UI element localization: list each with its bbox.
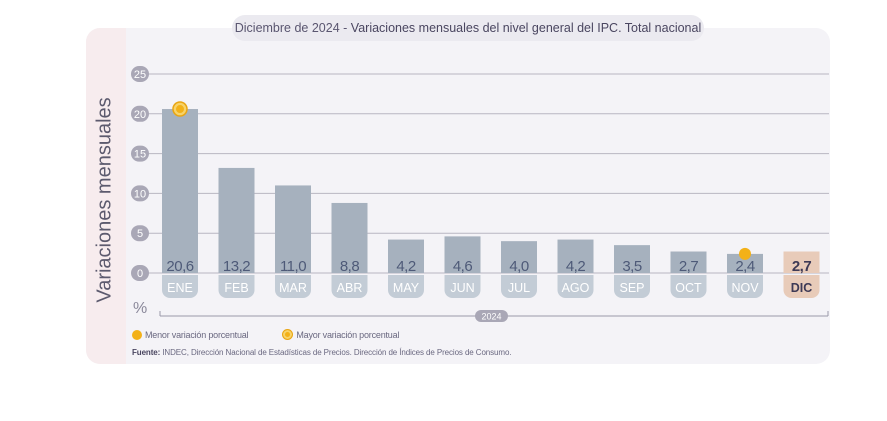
x-tick-pill <box>331 275 368 298</box>
x-tick-label-may: MAY <box>393 281 420 295</box>
y-tick-label: 10 <box>134 188 146 200</box>
y-tick-pill <box>131 105 149 122</box>
year-axis: 2024 <box>159 310 829 322</box>
chart-card <box>86 28 830 364</box>
value-label-nov: 2,4 <box>735 258 755 275</box>
bars <box>162 109 820 273</box>
x-tick-pill <box>670 275 707 298</box>
bar-jun <box>444 236 481 273</box>
x-tick-labels: ENE FEB MAR ABR MAY JUN JUL AGO SEP OCT NOV DIC <box>162 275 820 298</box>
value-label-ene: 20,6 <box>166 258 193 275</box>
y-tick-pill <box>131 145 149 162</box>
x-tick-label-abr: ABR <box>337 281 363 295</box>
value-label-abr: 8,8 <box>340 258 360 275</box>
y-tick-pill <box>131 66 149 82</box>
y-tick-label: 0 <box>137 268 143 280</box>
value-label-oct: 2,7 <box>679 258 699 275</box>
value-label-ago: 4,2 <box>566 258 586 275</box>
year-pill <box>475 310 508 322</box>
bar-mar <box>275 185 311 273</box>
bar-sep <box>614 245 650 273</box>
chart-card-accent <box>86 28 126 364</box>
source-note: Fuente: INDEC, Dirección Nacional de Est… <box>132 348 512 357</box>
x-tick-pill <box>388 275 424 298</box>
y-tick-pill <box>131 185 149 202</box>
source-text: INDEC, Dirección Nacional de Estadística… <box>162 348 512 357</box>
y-tick-pill <box>131 225 149 242</box>
x-tick-pill <box>162 275 198 298</box>
x-tick-label-dic: DIC <box>791 281 813 295</box>
markers <box>172 101 751 260</box>
value-label-may: 4,2 <box>396 258 416 275</box>
bar-abr <box>331 202 368 273</box>
legend-max-label: Mayor variación porcentual <box>296 329 400 340</box>
value-label-sep: 3,5 <box>622 258 642 275</box>
bar-feb <box>218 167 255 273</box>
x-tick-pill <box>727 275 763 298</box>
bar-oct <box>670 251 707 273</box>
x-tick-label-sep: SEP <box>619 281 644 295</box>
y-tick-label: 20 <box>134 109 146 121</box>
grid-lines <box>148 73 829 274</box>
x-tick-label-mar: MAR <box>279 281 307 295</box>
x-tick-pill <box>218 275 255 298</box>
max-marker-core <box>176 105 184 114</box>
y-tick-labels: 0 5 10 15 20 25 <box>131 66 149 281</box>
title-separator: - <box>343 21 348 35</box>
x-tick-pill <box>614 275 650 298</box>
bar-ago <box>557 239 594 273</box>
x-tick-label-ago: AGO <box>562 281 590 295</box>
unit-label: % <box>133 300 148 317</box>
y-tick-label: 15 <box>134 149 146 161</box>
value-label-mar: 11,0 <box>280 258 306 275</box>
legend-item-min: Menor variación porcentual <box>132 329 249 340</box>
x-tick-label-jul: JUL <box>508 281 530 295</box>
year-label: 2024 <box>481 312 501 322</box>
x-tick-label-jun: JUN <box>450 281 474 295</box>
x-tick-pill <box>557 275 594 298</box>
x-tick-label-feb: FEB <box>224 281 248 295</box>
legend: Menor variación porcentual Mayor variaci… <box>132 329 427 340</box>
title-date: Diciembre de 2024 <box>234 21 340 35</box>
bar-may <box>388 239 424 273</box>
source-label: Fuente: <box>132 348 161 357</box>
x-tick-label-oct: OCT <box>675 281 702 295</box>
x-tick-label-nov: NOV <box>731 281 759 295</box>
value-labels: 20,6 13,2 11,0 8,8 4,2 4,6 4,0 4,2 3,5 2,7 2,4 2,7 <box>166 258 811 275</box>
value-label-jul: 4,0 <box>509 258 529 275</box>
value-label-dic: 2,7 <box>792 258 812 275</box>
x-tick-pill <box>444 275 481 298</box>
bar-ene <box>162 109 198 273</box>
chart-title: Diciembre de 2024 - Variaciones mensuale… <box>232 15 704 41</box>
legend-item-max: Mayor variación porcentual <box>282 329 399 340</box>
x-tick-pill <box>501 275 537 298</box>
x-tick-pill <box>275 275 311 298</box>
min-marker-icon <box>132 329 142 340</box>
y-tick-label: 5 <box>137 228 143 240</box>
title-text: Variaciones mensuales del nivel general … <box>350 21 702 35</box>
y-tick-pill <box>131 265 149 281</box>
value-label-jun: 4,6 <box>453 258 473 275</box>
min-marker <box>739 247 751 260</box>
bar-dic <box>783 251 820 273</box>
bar-nov <box>727 253 763 273</box>
x-tick-pill <box>783 275 820 298</box>
legend-min-label: Menor variación porcentual <box>145 329 249 340</box>
bar-jul <box>501 241 537 273</box>
max-marker-icon <box>282 329 294 340</box>
value-label-feb: 13,2 <box>223 258 250 275</box>
y-tick-label: 25 <box>134 69 146 81</box>
x-tick-label-ene: ENE <box>167 281 193 295</box>
